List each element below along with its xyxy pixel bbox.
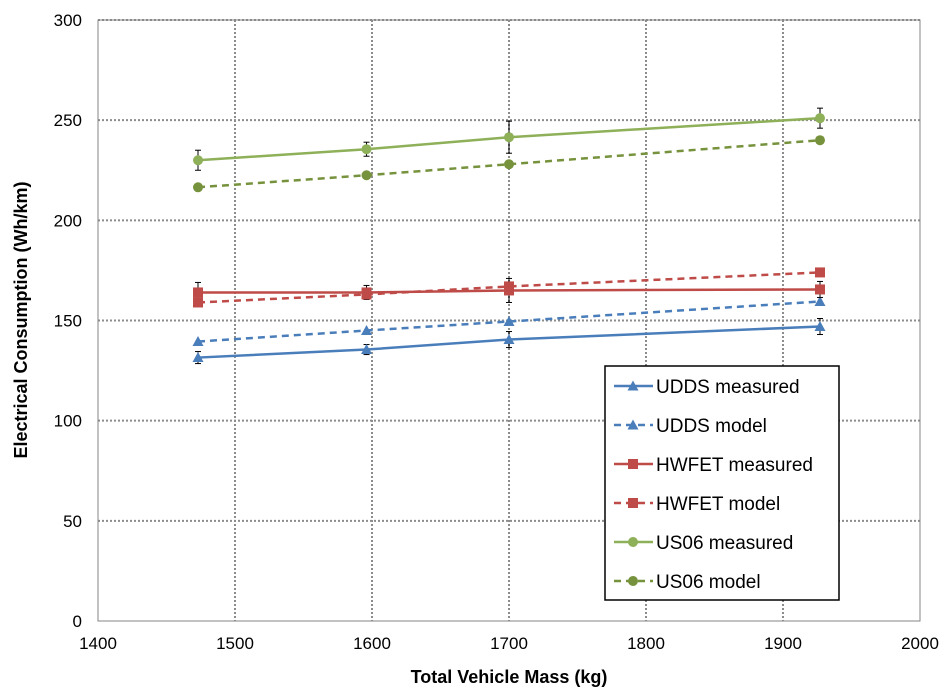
legend-marker xyxy=(628,459,638,469)
y-tick-label: 150 xyxy=(54,312,82,331)
series-udds-model xyxy=(192,295,826,347)
y-tick-label: 250 xyxy=(54,111,82,130)
plot-area-border xyxy=(97,19,921,622)
data-point xyxy=(192,352,204,363)
series-udds-measured xyxy=(192,317,826,365)
legend-entry: UDDS measured xyxy=(614,377,800,398)
data-point xyxy=(361,170,372,181)
x-tick-label: 1800 xyxy=(627,634,665,653)
legend: UDDS measured UDDS model HWFET measured HWF… xyxy=(604,365,840,601)
data-point xyxy=(193,297,204,308)
y-tick-label: 200 xyxy=(54,211,82,230)
series-us06-measured xyxy=(193,107,825,171)
x-axis-ticks: 1400 1500 1600 1700 1800 1900 2000 xyxy=(79,634,939,653)
series-line xyxy=(197,271,821,304)
y-axis-ticks: 0 50 100 150 200 250 300 xyxy=(54,11,82,631)
data-point xyxy=(814,135,825,146)
y-tick-label: 100 xyxy=(54,412,82,431)
series-us06-model xyxy=(193,135,825,193)
legend-label: US06 measured xyxy=(656,533,793,554)
x-tick-label: 1500 xyxy=(216,634,254,653)
legend-label: HWFET measured xyxy=(656,455,813,476)
legend-label: US06 model xyxy=(656,572,761,593)
data-point xyxy=(193,155,204,166)
legend-entry: UDDS model xyxy=(614,416,767,437)
series-group xyxy=(192,107,826,365)
series-line xyxy=(197,325,821,359)
x-axis-title: Total Vehicle Mass (kg) xyxy=(411,667,608,687)
legend-label: HWFET model xyxy=(656,494,780,515)
legend-entry: US06 model xyxy=(614,572,761,593)
legend-entry: HWFET measured xyxy=(614,455,813,476)
y-tick-label: 0 xyxy=(73,612,82,631)
legend-entry: US06 measured xyxy=(614,533,793,554)
data-point xyxy=(504,281,514,292)
data-point xyxy=(504,159,514,170)
series-line xyxy=(198,288,820,294)
x-tick-label: 1600 xyxy=(353,634,391,653)
data-point xyxy=(193,287,204,298)
data-point xyxy=(193,182,204,193)
legend-entry: HWFET model xyxy=(614,494,780,515)
data-point xyxy=(814,295,826,306)
data-point xyxy=(814,321,826,332)
data-point xyxy=(814,284,825,295)
series-line xyxy=(197,138,821,189)
legend-marker xyxy=(627,419,639,430)
x-tick-label: 1900 xyxy=(764,634,802,653)
series-line xyxy=(197,300,821,343)
data-point xyxy=(361,289,372,300)
series-line xyxy=(197,116,821,162)
legend-marker xyxy=(628,537,638,547)
x-tick-label: 2000 xyxy=(901,634,939,653)
legend-marker xyxy=(628,576,638,586)
legend-marker xyxy=(627,380,639,391)
data-point xyxy=(503,334,515,345)
y-tick-label: 50 xyxy=(63,512,82,531)
data-point xyxy=(503,316,515,327)
data-point xyxy=(192,336,204,347)
legend-label: UDDS measured xyxy=(656,377,800,398)
series-hwfet-model xyxy=(193,267,825,308)
data-point xyxy=(814,113,825,124)
legend-label: UDDS model xyxy=(656,416,767,437)
legend-marker xyxy=(628,498,638,508)
data-point xyxy=(814,267,825,278)
x-tick-label: 1700 xyxy=(490,634,528,653)
legend-box xyxy=(604,365,840,601)
data-point xyxy=(361,344,373,355)
data-point xyxy=(504,132,514,143)
data-point xyxy=(361,325,373,336)
data-point xyxy=(361,144,372,155)
x-tick-label: 1400 xyxy=(79,634,117,653)
y-axis-title: Electrical Consumption (Wh/km) xyxy=(11,181,31,458)
y-tick-label: 300 xyxy=(54,11,82,30)
